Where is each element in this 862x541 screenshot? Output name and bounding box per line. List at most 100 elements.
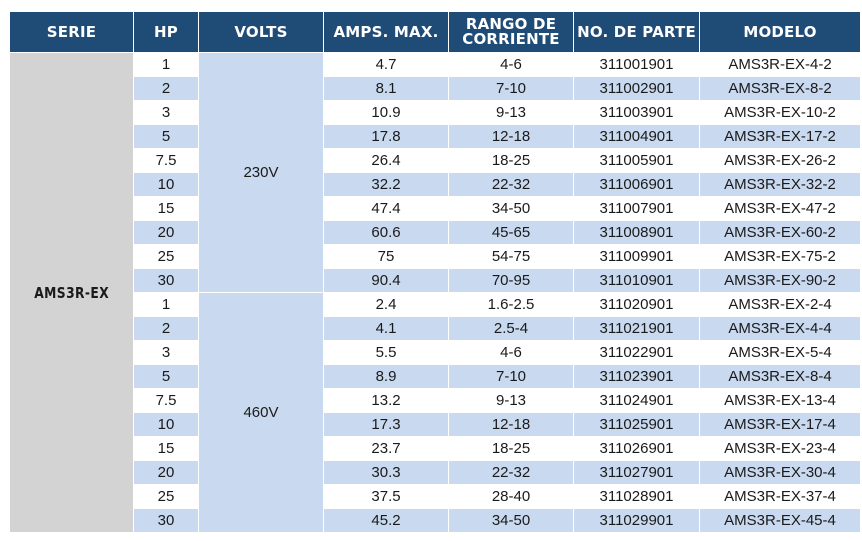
- volts-cell: 230V: [199, 53, 324, 293]
- rango-cell: 18-25: [449, 437, 574, 461]
- col-header-rango-line2: CORRIENTE: [462, 30, 560, 48]
- rango-cell: 70-95: [449, 269, 574, 293]
- parte-cell: 311025901: [574, 413, 700, 437]
- hp-cell: 20: [134, 461, 199, 485]
- parte-cell: 311009901: [574, 245, 700, 269]
- table-row: 1 460V 2.4 1.6-2.5 311020901 AMS3R-EX-2-4: [10, 293, 860, 533]
- rango-cell: 4-6: [449, 341, 574, 365]
- rango-cell: 4-6: [449, 53, 574, 77]
- table-row: 7.5 13.2 9-13 311024901 AMS3R-EX-13-4: [10, 389, 860, 413]
- table-row: 2 4.1 2.5-4 311021901 AMS3R-EX-4-4: [10, 317, 860, 341]
- spec-table: SERIE HP VOLTS AMPS. MAX. RANGO DE CORRI…: [10, 12, 860, 533]
- table-row: 30 90.4 70-95 311010901 AMS3R-EX-90-2: [10, 269, 860, 293]
- table-row: 25 75 54-75 311009901 AMS3R-EX-75-2: [10, 245, 860, 269]
- parte-cell: 311020901: [574, 293, 700, 317]
- col-header-hp: HP: [134, 12, 199, 53]
- parte-cell: 311024901: [574, 389, 700, 413]
- amps-cell: 17.8: [324, 125, 449, 149]
- rango-cell: 7-10: [449, 77, 574, 101]
- modelo-cell: AMS3R-EX-17-2: [700, 125, 860, 149]
- table-row: 5 17.8 12-18 311004901 AMS3R-EX-17-2: [10, 125, 860, 149]
- amps-cell: 10.9: [324, 101, 449, 125]
- parte-cell: 311001901: [574, 53, 700, 77]
- parte-cell: 311003901: [574, 101, 700, 125]
- rango-cell: 34-50: [449, 509, 574, 533]
- modelo-cell: AMS3R-EX-47-2: [700, 197, 860, 221]
- col-header-rango-line1: RANGO DE: [465, 15, 557, 33]
- hp-cell: 2: [134, 317, 199, 341]
- table-row: 30 45.2 34-50 311029901 AMS3R-EX-45-4: [10, 509, 860, 533]
- modelo-cell: AMS3R-EX-17-4: [700, 413, 860, 437]
- hp-cell: 10: [134, 413, 199, 437]
- hp-cell: 2: [134, 77, 199, 101]
- amps-cell: 60.6: [324, 221, 449, 245]
- col-header-amps: AMPS. MAX.: [324, 12, 449, 53]
- hp-cell: 30: [134, 509, 199, 533]
- hp-cell: 7.5: [134, 389, 199, 413]
- rango-cell: 1.6-2.5: [449, 293, 574, 317]
- modelo-cell: AMS3R-EX-90-2: [700, 269, 860, 293]
- parte-cell: 311006901: [574, 173, 700, 197]
- rango-cell: 45-65: [449, 221, 574, 245]
- rango-cell: 34-50: [449, 197, 574, 221]
- hp-cell: 25: [134, 245, 199, 269]
- rango-cell: 12-18: [449, 413, 574, 437]
- col-header-volts: VOLTS: [199, 12, 324, 53]
- table-row: 15 23.7 18-25 311026901 AMS3R-EX-23-4: [10, 437, 860, 461]
- parte-cell: 311029901: [574, 509, 700, 533]
- hp-cell: 15: [134, 437, 199, 461]
- modelo-cell: AMS3R-EX-4-4: [700, 317, 860, 341]
- modelo-cell: AMS3R-EX-60-2: [700, 221, 860, 245]
- modelo-cell: AMS3R-EX-23-4: [700, 437, 860, 461]
- parte-cell: 311007901: [574, 197, 700, 221]
- col-header-serie: SERIE: [10, 12, 134, 53]
- table-row: 5 8.9 7-10 311023901 AMS3R-EX-8-4: [10, 365, 860, 389]
- modelo-cell: AMS3R-EX-8-4: [700, 365, 860, 389]
- modelo-cell: AMS3R-EX-13-4: [700, 389, 860, 413]
- hp-cell: 25: [134, 485, 199, 509]
- modelo-cell: AMS3R-EX-8-2: [700, 77, 860, 101]
- table-row: AMS3R-EX 1 230V 4.7 4-6 311001901 AMS3R-EX-4-2: [10, 53, 860, 533]
- modelo-cell: AMS3R-EX-75-2: [700, 245, 860, 269]
- hp-cell: 1: [134, 293, 199, 317]
- amps-cell: 47.4: [324, 197, 449, 221]
- modelo-cell: AMS3R-EX-5-4: [700, 341, 860, 365]
- parte-cell: 311002901: [574, 77, 700, 101]
- amps-cell: 30.3: [324, 461, 449, 485]
- table-row: 15 47.4 34-50 311007901 AMS3R-EX-47-2: [10, 197, 860, 221]
- rango-cell: 18-25: [449, 149, 574, 173]
- amps-cell: 4.1: [324, 317, 449, 341]
- hp-cell: 5: [134, 125, 199, 149]
- hp-cell: 15: [134, 197, 199, 221]
- parte-cell: 311022901: [574, 341, 700, 365]
- rango-cell: 9-13: [449, 389, 574, 413]
- amps-cell: 90.4: [324, 269, 449, 293]
- amps-cell: 8.1: [324, 77, 449, 101]
- hp-cell: 1: [134, 53, 199, 77]
- hp-cell: 7.5: [134, 149, 199, 173]
- parte-cell: 311028901: [574, 485, 700, 509]
- modelo-cell: AMS3R-EX-4-2: [700, 53, 860, 77]
- volts-cell: 460V: [199, 293, 324, 533]
- parte-cell: 311010901: [574, 269, 700, 293]
- parte-cell: 311023901: [574, 365, 700, 389]
- modelo-cell: AMS3R-EX-26-2: [700, 149, 860, 173]
- amps-cell: 75: [324, 245, 449, 269]
- parte-cell: 311008901: [574, 221, 700, 245]
- modelo-cell: AMS3R-EX-10-2: [700, 101, 860, 125]
- hp-cell: 3: [134, 101, 199, 125]
- rango-cell: 2.5-4: [449, 317, 574, 341]
- amps-cell: 8.9: [324, 365, 449, 389]
- amps-cell: 32.2: [324, 173, 449, 197]
- rango-cell: 9-13: [449, 101, 574, 125]
- amps-cell: 23.7: [324, 437, 449, 461]
- serie-label: AMS3R-EX: [34, 283, 109, 302]
- parte-cell: 311026901: [574, 437, 700, 461]
- rango-cell: 54-75: [449, 245, 574, 269]
- table-row: 7.5 26.4 18-25 311005901 AMS3R-EX-26-2: [10, 149, 860, 173]
- modelo-cell: AMS3R-EX-2-4: [700, 293, 860, 317]
- table-row: 3 10.9 9-13 311003901 AMS3R-EX-10-2: [10, 101, 860, 125]
- hp-cell: 10: [134, 173, 199, 197]
- col-header-rango: RANGO DE CORRIENTE: [449, 12, 574, 53]
- amps-cell: 37.5: [324, 485, 449, 509]
